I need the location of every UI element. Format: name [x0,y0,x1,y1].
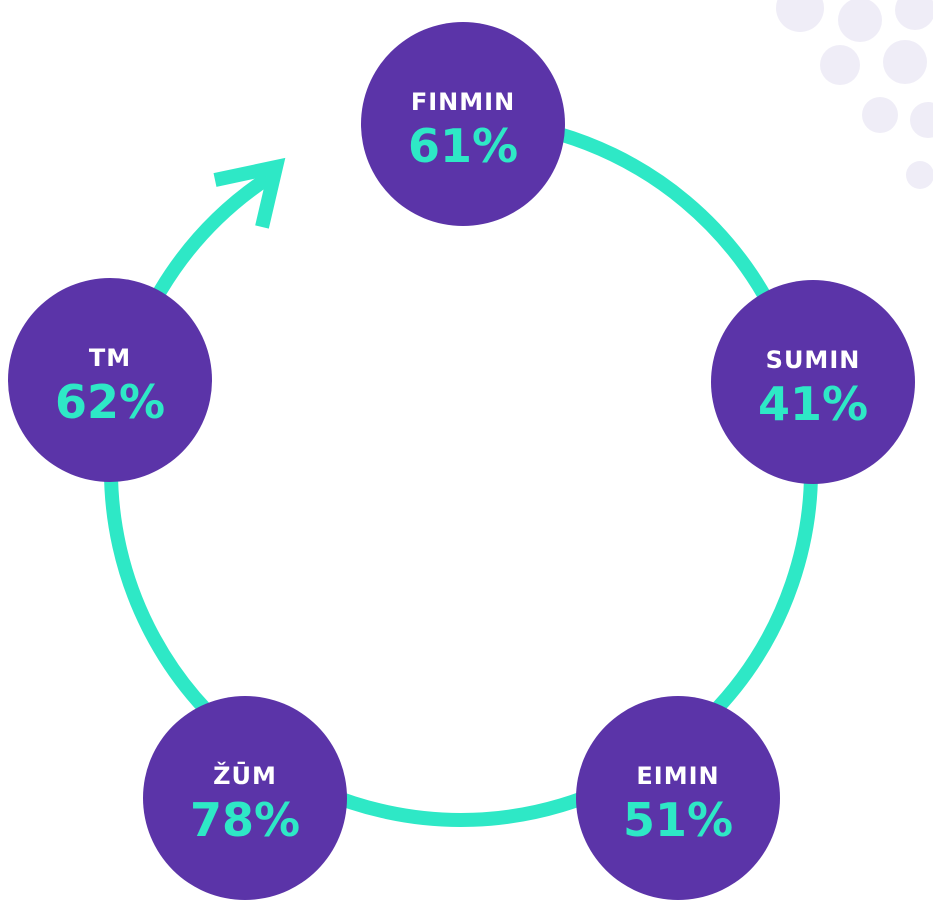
node-label: SUMIN [766,346,861,374]
node-circle [361,22,565,226]
node-circle [576,696,780,900]
node-value: 41% [758,377,868,431]
cycle-arrowhead [213,157,286,229]
node-value: 62% [55,375,165,429]
node-label: ŽŪM [213,760,277,790]
node-circle [711,280,915,484]
node-label: FINMIN [411,88,515,116]
node-label: TM [89,344,131,372]
node-value: 78% [190,793,300,847]
node-circle [143,696,347,900]
node-value: 51% [623,793,733,847]
background-dots [776,0,933,189]
node-circle [8,278,212,482]
node-value: 61% [408,119,518,173]
node-label: EIMIN [636,762,719,790]
